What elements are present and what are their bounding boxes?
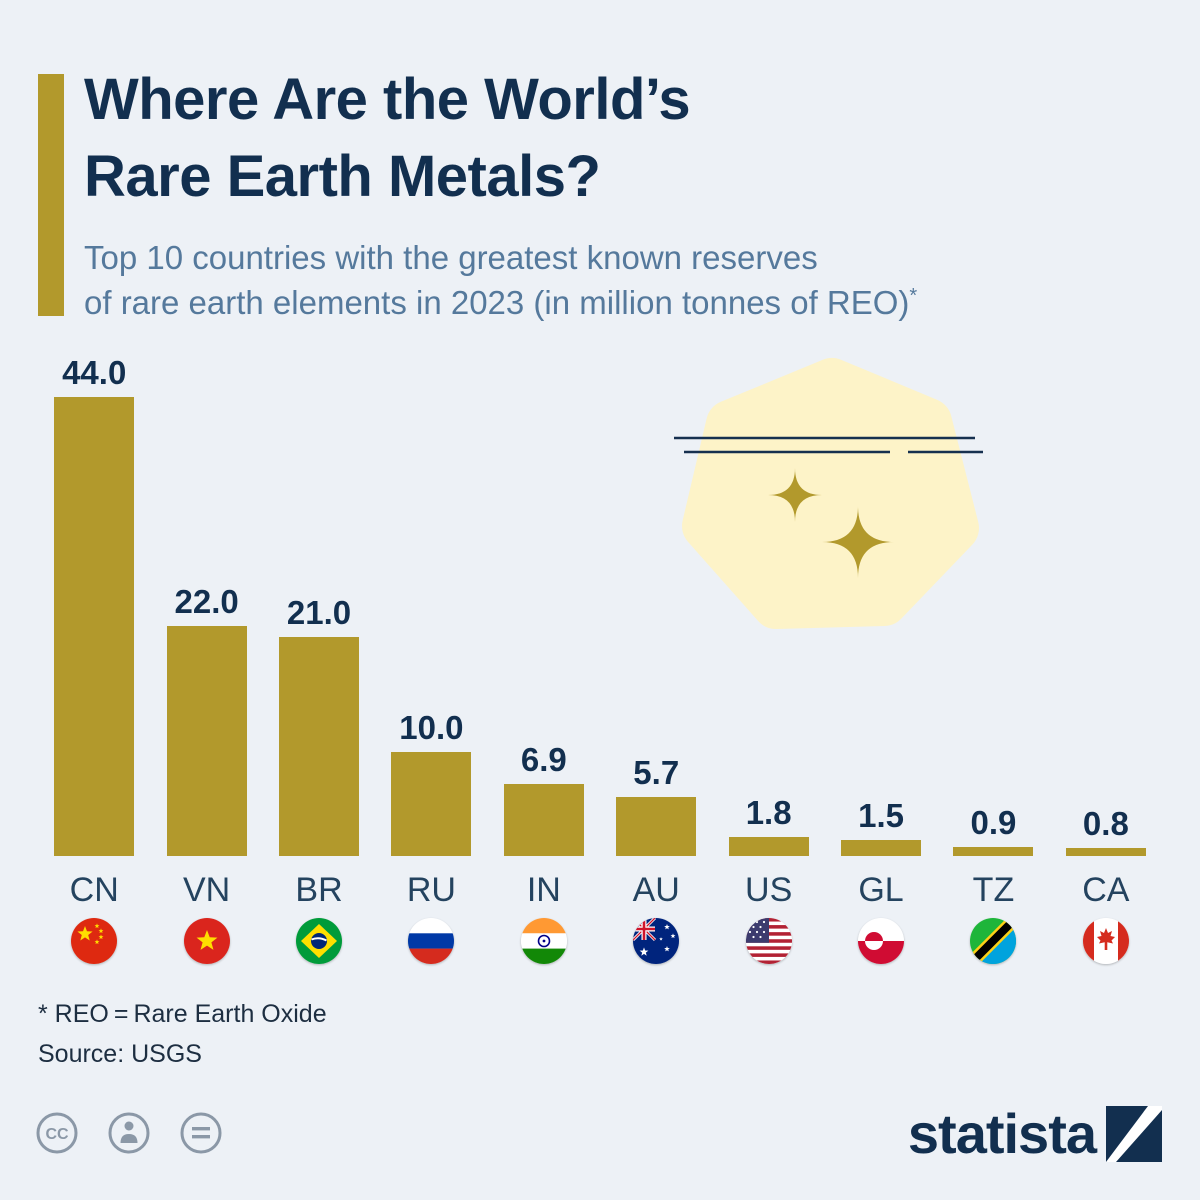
gem-sparkle-illustration — [660, 340, 1000, 650]
bar-column: 0.8 CA — [1050, 804, 1162, 964]
page-subtitle: Top 10 countries with the greatest known… — [84, 236, 1144, 326]
bar-column: 6.9 IN — [488, 740, 600, 964]
flag-tanzania-icon — [970, 918, 1017, 964]
country-code-label: GL — [858, 871, 904, 909]
bar-column: 10.0 RU — [375, 708, 487, 964]
bar-value-label: 21.0 — [286, 594, 352, 631]
bar — [54, 397, 135, 856]
bar — [841, 840, 922, 856]
flag-vietnam-icon — [183, 918, 230, 964]
bar-value-label: 44.0 — [62, 354, 127, 391]
bar-chart: 44.0 CN 22.0 VN 21.0 BR 10.0 RU 6.9 IN 5.7 AU 1.8 US 1… — [38, 352, 1162, 964]
bar — [616, 797, 697, 856]
bar-column: 1.5 GL — [825, 796, 937, 964]
country-code-label: CA — [1082, 871, 1130, 909]
flag-australia-icon — [633, 918, 680, 964]
sparkle-small-icon — [768, 468, 822, 522]
flag-china-icon — [71, 918, 118, 964]
flag-greenland-icon — [858, 918, 905, 964]
country-code-label: IN — [526, 871, 561, 909]
bar — [279, 637, 360, 856]
no-derivatives-icon — [180, 1112, 222, 1154]
country-code-label: RU — [406, 871, 456, 909]
gem-blob-icon — [674, 358, 983, 629]
bar — [391, 752, 472, 856]
bar-column: 44.0 CN — [38, 353, 150, 964]
bar-column: 1.8 US — [712, 793, 824, 964]
flag-brazil-icon — [296, 918, 343, 964]
flag-russia-icon — [408, 918, 455, 964]
country-code-label: TZ — [972, 871, 1015, 909]
flag-usa-icon — [745, 918, 792, 964]
bar — [953, 847, 1034, 856]
statista-logo-icon — [1106, 1106, 1162, 1162]
subtitle-line-1: Top 10 countries with the greatest known… — [84, 239, 818, 276]
bar-value-label: 22.0 — [174, 583, 239, 620]
country-code-label: BR — [295, 871, 343, 909]
flag-canada-icon — [1082, 918, 1129, 964]
bar-value-label: 1.5 — [858, 797, 904, 834]
country-code-label: US — [745, 871, 793, 909]
flag-india-icon — [520, 918, 567, 964]
subtitle-line-2: of rare earth elements in 2023 (in milli… — [84, 283, 910, 321]
statista-wordmark: statista — [907, 1102, 1097, 1165]
license-icons: CC — [34, 1110, 224, 1156]
country-code-label: VN — [182, 871, 231, 909]
bar — [1065, 848, 1146, 856]
bar — [503, 784, 584, 856]
bar-value-label: 5.7 — [633, 754, 680, 791]
bar-value-label: 0.9 — [970, 804, 1017, 841]
bar — [728, 837, 809, 856]
source-note: Source: USGS — [38, 1040, 202, 1068]
title-line-1: Where Are the World’s — [84, 67, 691, 132]
title-accent-bar — [38, 74, 64, 316]
cc-icon: CC — [36, 1112, 78, 1154]
bar-column: 5.7 AU — [600, 753, 712, 964]
bar-column: 22.0 VN — [150, 582, 262, 964]
attribution-icon — [108, 1112, 150, 1154]
bar-column: 21.0 BR — [263, 593, 375, 964]
svg-text:CC: CC — [45, 1126, 69, 1143]
bar-column: 0.9 TZ — [937, 803, 1049, 964]
sparkle-large-icon — [822, 506, 894, 578]
country-code-label: AU — [632, 871, 680, 909]
footnote-reo: * REO = Rare Earth Oxide — [38, 1000, 327, 1028]
country-code-label: CN — [69, 871, 119, 909]
bar — [166, 626, 247, 856]
bar-value-label: 10.0 — [399, 709, 464, 746]
bar-value-label: 6.9 — [520, 741, 567, 778]
page-title: Where Are the World’s Rare Earth Metals? — [84, 62, 984, 215]
title-line-2: Rare Earth Metals? — [84, 143, 601, 209]
statista-brand: statista — [908, 1106, 1162, 1162]
bar-value-label: 1.8 — [745, 794, 792, 831]
subtitle-asterisk: * — [909, 284, 918, 307]
bar-value-label: 0.8 — [1082, 805, 1129, 842]
